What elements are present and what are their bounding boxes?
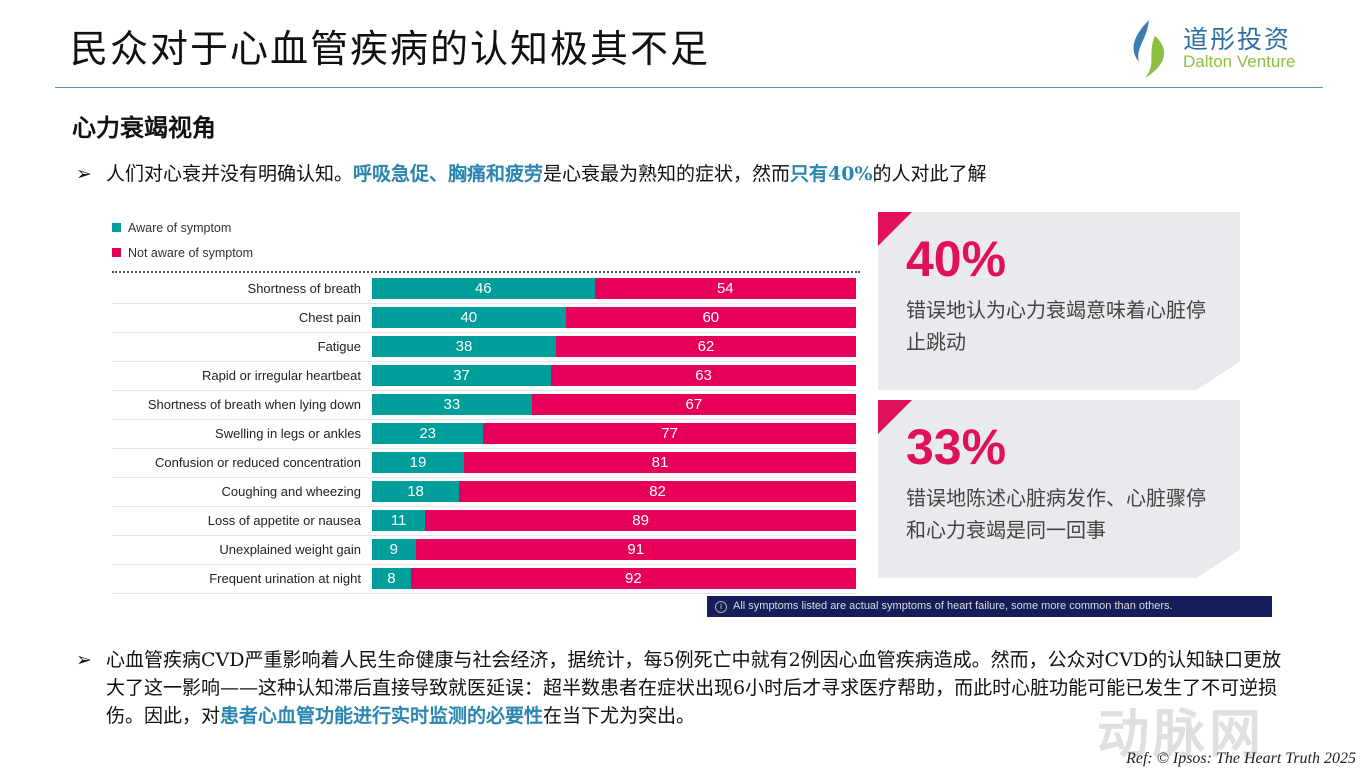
stat-value: 40%	[906, 231, 1007, 287]
category-label: Swelling in legs or ankles	[215, 426, 361, 441]
row-separator	[112, 564, 856, 565]
bar-aware: 18	[372, 481, 460, 502]
legend-swatch	[112, 223, 121, 232]
row-separator	[112, 477, 856, 478]
row-separator	[112, 535, 856, 536]
row-separator	[112, 448, 856, 449]
corner-triangle	[878, 400, 912, 434]
arrow-bullet-icon: ➢	[76, 163, 92, 185]
category-label: Confusion or reduced concentration	[155, 455, 361, 470]
category-label: Coughing and wheezing	[221, 484, 362, 499]
text: 在当下尤为突出。	[543, 705, 696, 727]
bar-aware: 33	[372, 394, 532, 415]
stat-description: 错误地认为心力衰竭意味着心脏停止跳动	[906, 298, 1206, 354]
dalton-logo: 道彤投资 Dalton Venture	[1125, 18, 1325, 80]
highlight: 患者心血管功能进行实时监测的必要性	[220, 705, 544, 727]
watermark: 动脉网	[1097, 705, 1266, 765]
row-separator	[112, 390, 856, 391]
row-separator	[112, 332, 856, 333]
info-text: All symptoms listed are actual symptoms …	[733, 600, 1173, 612]
logo-en: Dalton Venture	[1183, 52, 1296, 71]
info-icon: i	[715, 601, 727, 613]
bar-not-aware: 67	[531, 394, 856, 415]
category-label: Fatigue	[317, 339, 361, 354]
bar-not-aware: 89	[425, 510, 856, 531]
corner-triangle	[878, 212, 912, 246]
bar-aware: 46	[372, 278, 595, 299]
row-separator	[112, 361, 856, 362]
row-separator	[112, 593, 856, 594]
bar-aware: 8	[372, 568, 411, 589]
bar-aware: 19	[372, 452, 464, 473]
category-label: Shortness of breath when lying down	[147, 397, 361, 412]
bar-not-aware: 60	[565, 307, 856, 328]
category-label: Rapid or irregular heartbeat	[202, 368, 361, 383]
reference: Ref: © Ipsos: The Heart Truth 2025	[1126, 750, 1356, 767]
bar-aware: 40	[372, 307, 566, 328]
legend-label: Not aware of symptom	[128, 246, 254, 260]
category-label: Unexplained weight gain	[219, 542, 361, 557]
row-separator	[112, 419, 856, 420]
bar-aware: 11	[372, 510, 426, 531]
row-separator	[112, 506, 856, 507]
bar-not-aware: 81	[463, 452, 856, 473]
text: 心血管疾病CVD严重影响着人民生命健康与社会经济，据统计，每5例死亡中就有2例因…	[106, 649, 1282, 727]
text: 是心衰最为熟知的症状，然而	[543, 163, 791, 185]
header-divider	[55, 87, 1323, 88]
legend-label: Aware of symptom	[128, 221, 232, 235]
bar-aware: 37	[372, 365, 552, 386]
leaf-logo-icon	[1133, 20, 1165, 78]
bar-aware: 23	[372, 423, 484, 444]
bar-not-aware: 77	[483, 423, 856, 444]
bar-not-aware: 54	[594, 278, 856, 299]
logo-cn: 道彤投资	[1183, 25, 1292, 54]
bar-not-aware: 92	[410, 568, 856, 589]
highlight: 呼吸急促、胸痛和疲劳	[353, 163, 544, 185]
stat-panel-33: 33% 错误地陈述心脏病发作、心脏骤停和心力衰竭是同一回事	[878, 400, 1240, 578]
page-title: 民众对于心血管疾病的认知极其不足	[70, 27, 711, 71]
category-label: Frequent urination at night	[209, 571, 361, 586]
category-label: Chest pain	[298, 310, 361, 325]
info-banner: i All symptoms listed are actual symptoms…	[707, 596, 1272, 617]
highlight: 只有40%	[790, 163, 873, 185]
bar-aware: 9	[372, 539, 416, 560]
stat-description: 错误地陈述心脏病发作、心脏骤停和心力衰竭是同一回事	[906, 486, 1206, 542]
text: 人们对心衰并没有明确认知。	[106, 163, 354, 185]
section-subtitle: 心力衰竭视角	[72, 114, 216, 142]
text: 的人对此了解	[872, 163, 987, 185]
row-separator	[112, 303, 856, 304]
stat-value: 33%	[906, 419, 1007, 475]
bar-not-aware: 91	[415, 539, 856, 560]
bar-not-aware: 63	[551, 365, 856, 386]
bullet-2: ➢ 心血管疾病CVD严重影响着人民生命健康与社会经济，据统计，每5例死亡中就有2…	[76, 646, 1291, 730]
legend-not-aware: Not aware of symptom	[112, 246, 253, 260]
legend-swatch	[112, 248, 121, 257]
category-label: Loss of appetite or nausea	[207, 513, 361, 528]
stat-panel-40: 40% 错误地认为心力衰竭意味着心脏停止跳动	[878, 212, 1240, 390]
arrow-bullet-icon: ➢	[76, 649, 92, 671]
bar-not-aware: 82	[459, 481, 856, 502]
legend-aware: Aware of symptom	[112, 221, 231, 235]
bullet-1: ➢ 人们对心衰并没有明确认知。呼吸急促、胸痛和疲劳是心衰最为熟知的症状，然而只有…	[76, 160, 1276, 188]
category-label: Shortness of breath	[247, 281, 361, 296]
bar-aware: 38	[372, 336, 556, 357]
dotted-divider	[112, 271, 860, 273]
bar-not-aware: 62	[555, 336, 856, 357]
